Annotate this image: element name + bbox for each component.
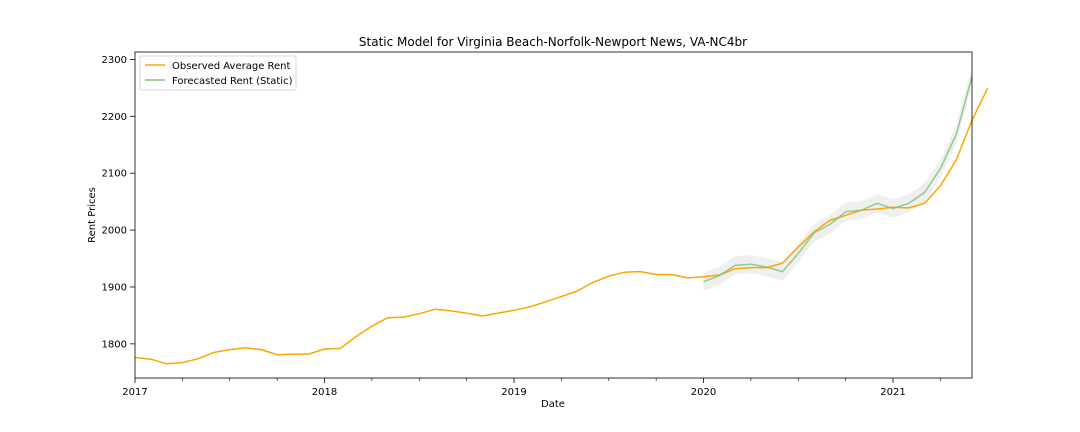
chart-title: Static Model for Virginia Beach-Norfolk-…	[359, 35, 747, 49]
x-axis: 2017 2018 2019 2020 2021	[122, 378, 941, 398]
y-tick-label: 1800	[102, 339, 127, 350]
x-tick-label: 2018	[312, 387, 337, 398]
legend: Observed Average Rent Forecasted Rent (S…	[139, 55, 297, 91]
y-tick-label: 2000	[102, 226, 127, 237]
x-tick-label: 2020	[691, 387, 716, 398]
y-axis: 1800 1900 2000 2100 2200 2300	[102, 55, 135, 350]
plot-area	[134, 67, 989, 365]
legend-label-observed: Observed Average Rent	[172, 61, 291, 72]
forecast-confidence-band	[703, 67, 972, 292]
y-tick-label: 2200	[102, 112, 127, 123]
y-tick-label: 1900	[102, 282, 127, 293]
y-tick-label: 2300	[102, 55, 127, 66]
legend-label-forecast: Forecasted Rent (Static)	[172, 76, 293, 87]
legend-box	[139, 55, 297, 91]
x-tick-label: 2017	[122, 387, 147, 398]
plot-frame	[134, 51, 973, 379]
x-tick-label: 2021	[880, 387, 905, 398]
y-tick-label: 2100	[102, 169, 127, 180]
x-tick-label: 2019	[501, 387, 526, 398]
series-line-observed	[134, 87, 989, 365]
x-axis-label: Date	[541, 399, 565, 410]
y-axis-label: Rent Prices	[87, 187, 98, 243]
series-line-forecast	[703, 76, 973, 283]
